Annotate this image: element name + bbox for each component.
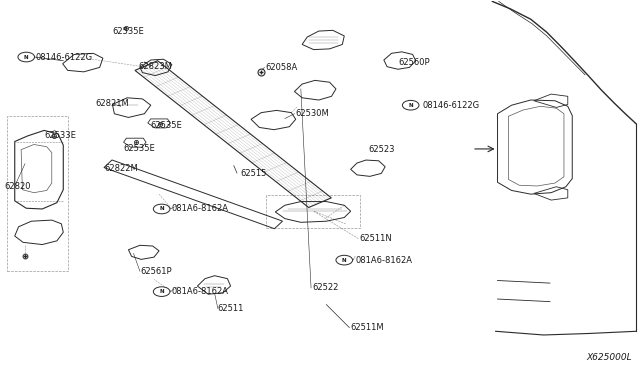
Text: 62530M: 62530M xyxy=(296,109,330,118)
Text: 62533E: 62533E xyxy=(44,131,76,141)
Text: 62560P: 62560P xyxy=(398,58,429,67)
Text: X625000L: X625000L xyxy=(586,353,632,362)
Circle shape xyxy=(154,204,170,214)
Text: 62822M: 62822M xyxy=(104,164,138,173)
Text: 62522: 62522 xyxy=(312,283,339,292)
Text: 62058A: 62058A xyxy=(266,63,298,72)
Text: 62535E: 62535E xyxy=(113,26,144,36)
Text: 62821M: 62821M xyxy=(95,99,129,108)
Text: 62535E: 62535E xyxy=(124,144,155,153)
Text: N: N xyxy=(408,103,413,108)
Circle shape xyxy=(154,287,170,296)
Text: 62561P: 62561P xyxy=(140,267,172,276)
Text: 62511M: 62511M xyxy=(351,323,384,332)
Text: 081A6-8162A: 081A6-8162A xyxy=(172,205,229,214)
Text: 08146-6122G: 08146-6122G xyxy=(422,101,479,110)
Text: 62515: 62515 xyxy=(240,169,266,177)
Text: N: N xyxy=(159,289,164,294)
Text: N: N xyxy=(159,206,164,211)
Text: 62820: 62820 xyxy=(4,182,30,190)
Text: 62523: 62523 xyxy=(368,145,394,154)
Text: 081A6-8162A: 081A6-8162A xyxy=(355,256,412,264)
Text: 62535E: 62535E xyxy=(151,122,182,131)
Circle shape xyxy=(18,52,35,62)
Circle shape xyxy=(336,255,353,265)
Text: 62823M: 62823M xyxy=(138,62,172,71)
Text: 081A6-8162A: 081A6-8162A xyxy=(172,287,229,296)
Text: N: N xyxy=(24,55,29,60)
Circle shape xyxy=(403,100,419,110)
Text: 62511: 62511 xyxy=(218,304,244,313)
Text: N: N xyxy=(342,258,347,263)
Text: 08146-6122G: 08146-6122G xyxy=(36,52,93,61)
Text: 62511N: 62511N xyxy=(360,234,392,243)
